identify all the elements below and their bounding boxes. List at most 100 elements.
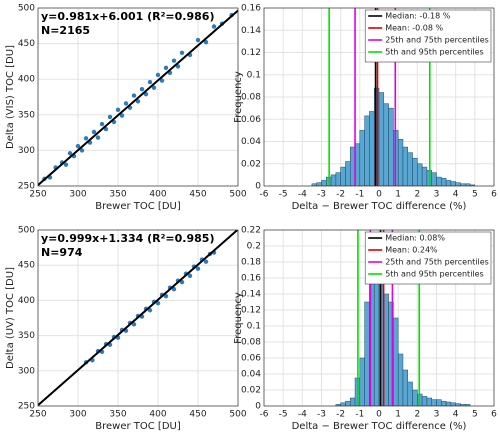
point (187, 273, 193, 278)
annotation: y=0.981x+6.001 (R²=0.986) (41, 10, 214, 23)
point (155, 72, 161, 78)
point (115, 107, 121, 113)
bar (412, 389, 418, 406)
subplot: 250 300 350 400 450 500 250 300 350 400 450 500 y=0.… (5, 4, 247, 213)
point (175, 64, 181, 69)
y-tick-label: 0.04 (241, 370, 261, 380)
x-tick-label: 4 (453, 410, 459, 420)
bar (364, 301, 370, 406)
bar (345, 161, 351, 186)
point (147, 79, 153, 85)
bar (340, 402, 346, 406)
legend-label: 5th and 95th percentiles (385, 270, 484, 279)
x-tick-label: 400 (149, 410, 166, 420)
legend-box (364, 9, 492, 63)
point (119, 113, 125, 118)
bar (383, 103, 389, 186)
point (151, 85, 157, 90)
x-tick-label: -1 (355, 410, 364, 420)
bar (373, 277, 380, 406)
x-tick-label: -6 (260, 410, 269, 420)
legend-label: Mean: -0.08 % (385, 24, 443, 33)
x-tick-label: -2 (336, 190, 345, 200)
bar (378, 92, 385, 186)
point (139, 86, 145, 92)
point (171, 58, 177, 63)
plot-body (311, 8, 476, 186)
x-tick-label: 6 (491, 410, 497, 420)
x-tick-label: -2 (336, 410, 345, 420)
legend-label: Mean: 0.24% (385, 246, 438, 255)
bar (350, 397, 356, 406)
bar (431, 399, 437, 406)
plot-body (38, 9, 238, 186)
y-tick-label: 0.18 (241, 258, 261, 268)
y-tick-label: 0.16 (241, 4, 261, 14)
x-tick-label: 4 (453, 190, 459, 200)
point (195, 37, 201, 43)
y-axis-label: Delta (UV) TOC [DU] (5, 267, 16, 369)
axes-frame (37, 7, 239, 187)
bar (364, 115, 370, 186)
point (67, 151, 73, 156)
legend-box (364, 231, 492, 285)
point (75, 143, 81, 149)
point (99, 121, 105, 127)
point (159, 78, 165, 83)
bar (436, 176, 442, 186)
y-tick-label: 0.06 (241, 354, 261, 364)
x-tick-label: 0 (376, 190, 382, 200)
point (123, 101, 129, 106)
point (163, 293, 169, 299)
y-axis-label: Frequency (233, 71, 244, 123)
bar (402, 369, 409, 406)
x-tick-label: -5 (279, 410, 288, 420)
y-tick-label: 350 (18, 110, 35, 120)
bar (345, 400, 351, 406)
point (63, 162, 69, 167)
y-tick-label: 0.08 (241, 338, 261, 348)
fit-line (38, 9, 238, 186)
y-tick-label: 0.02 (241, 159, 261, 169)
point (195, 266, 201, 271)
point (131, 93, 137, 98)
bar (436, 399, 442, 406)
point (179, 279, 185, 285)
x-tick-label: 500 (229, 190, 246, 200)
x-tick-label: 0 (376, 410, 382, 420)
legend-label: 25th and 75th percentiles (385, 258, 489, 267)
x-tick-label: 250 (29, 410, 46, 420)
y-tick-label: 0.08 (241, 93, 261, 103)
bar (441, 177, 447, 186)
y-tick-label: 300 (18, 146, 35, 156)
bar (445, 401, 452, 406)
point (95, 135, 101, 140)
point (171, 286, 177, 292)
x-tick-label: 2 (414, 410, 420, 420)
bar (359, 130, 365, 186)
bar (335, 172, 341, 186)
x-tick-label: 400 (149, 190, 166, 200)
fit-line (38, 230, 238, 406)
bar (407, 381, 413, 406)
x-tick-label: -6 (260, 190, 269, 200)
bar (397, 353, 404, 406)
point (135, 99, 141, 104)
point (107, 114, 113, 120)
x-tick-label: 1 (395, 410, 401, 420)
y-axis-label: Delta (VIS) TOC [DU] (5, 45, 16, 149)
annotation: N=974 (41, 246, 83, 259)
bar (455, 182, 461, 186)
bar (402, 146, 409, 186)
y-tick-label: 250 (18, 402, 35, 412)
y-tick-label: 250 (18, 182, 35, 192)
bar (426, 397, 432, 406)
point (211, 24, 217, 29)
y-tick-label: 0.14 (241, 26, 261, 36)
x-tick-label: -3 (317, 190, 326, 200)
y-tick-label: 450 (18, 261, 35, 271)
x-tick-label: 300 (69, 190, 86, 200)
bar (417, 163, 423, 186)
annotation: y=0.999x+1.334 (R²=0.985) (41, 232, 214, 245)
bar (321, 180, 327, 186)
